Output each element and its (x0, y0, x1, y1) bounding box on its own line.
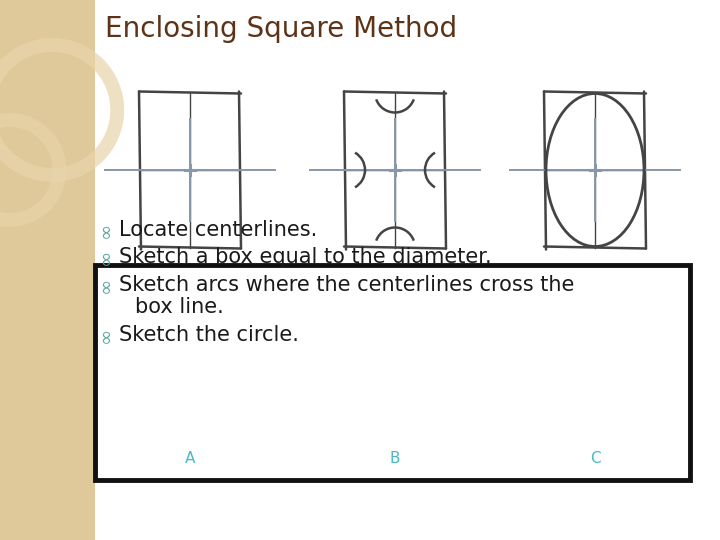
Text: ∞: ∞ (96, 249, 114, 265)
Text: Sketch arcs where the centerlines cross the: Sketch arcs where the centerlines cross … (119, 275, 575, 295)
Text: Sketch a box equal to the diameter.: Sketch a box equal to the diameter. (119, 247, 492, 267)
Text: ∞: ∞ (96, 277, 114, 293)
Bar (95, 265, 690, 480)
Text: B: B (390, 451, 400, 466)
Text: ∞: ∞ (96, 327, 114, 343)
Text: Locate centerlines.: Locate centerlines. (119, 220, 318, 240)
Text: A: A (185, 451, 195, 466)
Text: box line.: box line. (135, 297, 224, 317)
Polygon shape (0, 0, 95, 540)
Text: Sketch the circle.: Sketch the circle. (119, 325, 299, 345)
Text: ∞: ∞ (96, 222, 114, 238)
Text: C: C (590, 451, 600, 466)
Text: Enclosing Square Method: Enclosing Square Method (105, 15, 457, 43)
